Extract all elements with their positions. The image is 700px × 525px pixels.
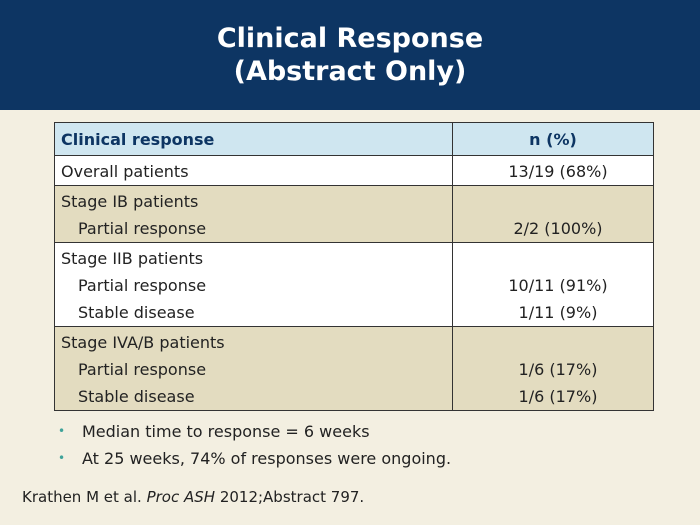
table-row: Stage IIB patients Partial response Stab… — [54, 242, 655, 327]
reference-authors: Krathen M et al. — [22, 488, 147, 506]
row-value-stage-iva-b — [453, 329, 653, 356]
row-value-stage-ib-partial: 2/2 (100%) — [513, 219, 603, 238]
reference-details: 2012;Abstract 797. — [215, 488, 365, 506]
row-label-stage-iva-b-stable: Stable disease — [78, 387, 195, 406]
slide-title-line-1: Clinical Response — [216, 23, 484, 54]
table-cell: 13/19 (68%) — [451, 155, 655, 186]
slide-title-line-2: (Abstract Only) — [233, 56, 467, 87]
column-header-clinical-response: Clinical response — [54, 122, 453, 156]
row-label-stage-iva-b-partial: Partial response — [78, 360, 207, 379]
list-item: • Median time to response = 6 weeks — [58, 418, 451, 445]
table-row: Stage IB patients Partial response 2/2 (… — [54, 185, 655, 243]
row-label-stage-ib-partial: Partial response — [78, 219, 207, 238]
row-value-stage-iva-b-stable: 1/6 (17%) — [518, 387, 598, 406]
row-value-stage-iib-partial: 10/11 (91%) — [508, 276, 608, 295]
row-value-stage-iva-b-partial: 1/6 (17%) — [518, 360, 598, 379]
table-cell: Stage IB patients Partial response — [54, 185, 453, 243]
row-value-stage-iib — [453, 245, 653, 272]
row-label-stage-iva-b: Stage IVA/B patients — [61, 333, 225, 352]
row-label-stage-iib-stable: Stable disease — [78, 303, 195, 322]
bullet-text: At 25 weeks, 74% of responses were ongoi… — [82, 449, 452, 468]
table-cell: Overall patients — [54, 155, 453, 186]
reference-journal: Proc ASH — [146, 488, 216, 506]
table-cell: 10/11 (91%) 1/11 (9%) — [451, 242, 655, 327]
slide-header: Clinical Response (Abstract Only) — [0, 0, 700, 110]
row-value-stage-ib — [453, 188, 653, 215]
table-cell: 2/2 (100%) — [451, 185, 655, 243]
table-cell: Stage IVA/B patients Partial response St… — [54, 326, 453, 411]
reference-citation: Krathen M et al. Proc ASH 2012;Abstract … — [22, 488, 364, 506]
row-label-overall: Overall patients — [61, 162, 189, 181]
row-value-overall: 13/19 (68%) — [508, 162, 608, 181]
column-header-n-percent: n (%) — [451, 122, 655, 156]
bullet-dot-icon: • — [58, 451, 66, 465]
bullet-list: • Median time to response = 6 weeks • At… — [58, 418, 451, 472]
bullet-dot-icon: • — [58, 424, 66, 438]
row-value-stage-iib-stable: 1/11 (9%) — [518, 303, 598, 322]
clinical-response-table: Clinical response n (%) Overall patients… — [54, 122, 655, 411]
table-cell: Stage IIB patients Partial response Stab… — [54, 242, 453, 327]
row-label-stage-ib: Stage IB patients — [61, 192, 199, 211]
table-header-row: Clinical response n (%) — [54, 122, 655, 156]
list-item: • At 25 weeks, 74% of responses were ong… — [58, 445, 451, 472]
bullet-text: Median time to response = 6 weeks — [82, 422, 370, 441]
table-cell: 1/6 (17%) 1/6 (17%) — [451, 326, 655, 411]
row-label-stage-iib: Stage IIB patients — [61, 249, 204, 268]
table-row: Stage IVA/B patients Partial response St… — [54, 326, 655, 411]
row-label-stage-iib-partial: Partial response — [78, 276, 207, 295]
table-row: Overall patients 13/19 (68%) — [54, 155, 655, 186]
